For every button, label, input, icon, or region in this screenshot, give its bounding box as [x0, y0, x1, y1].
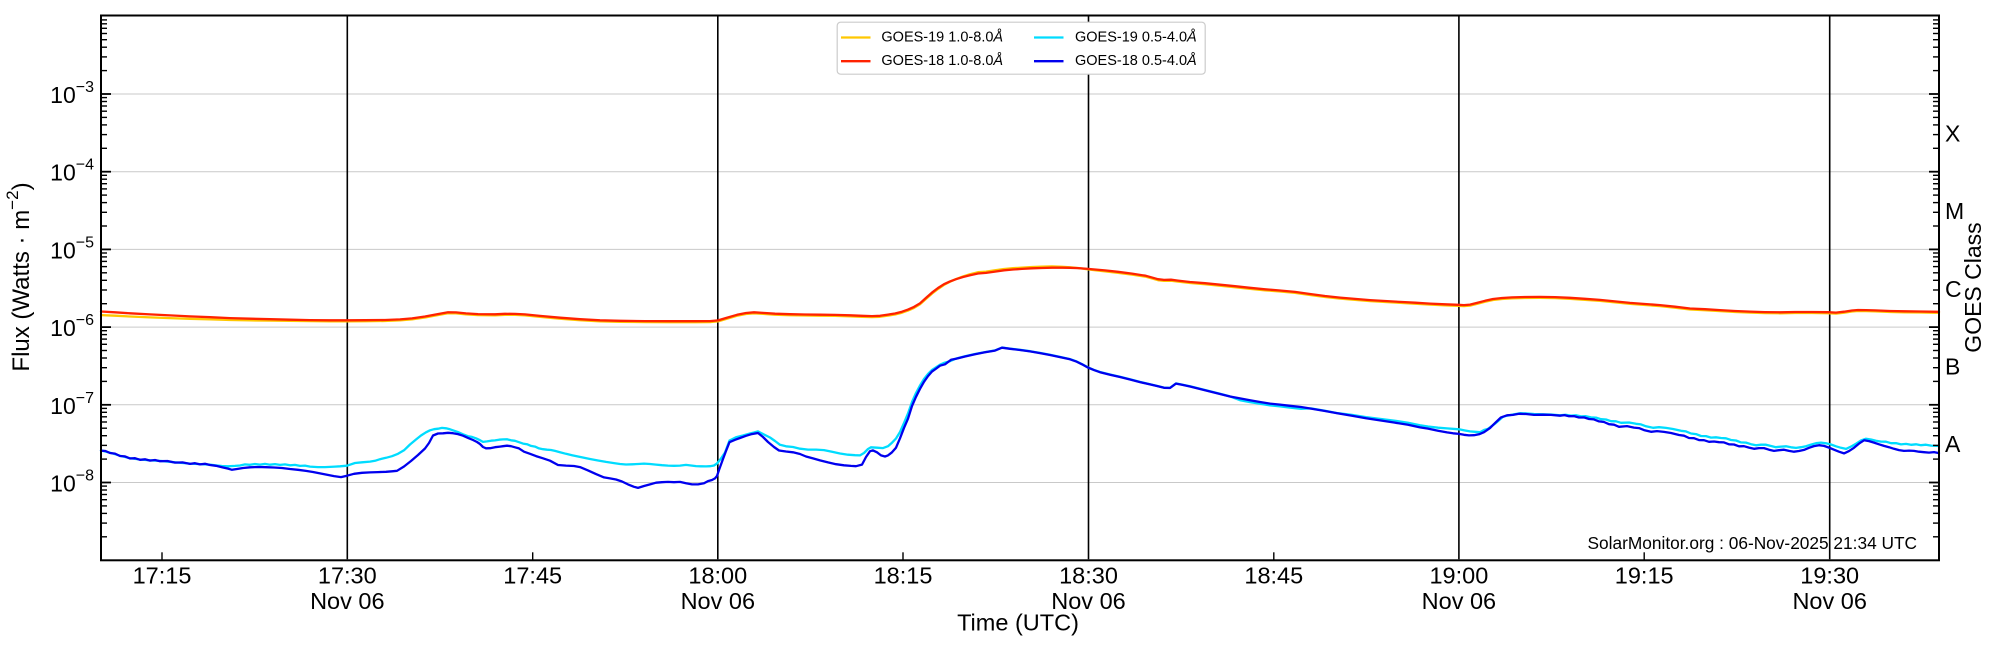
svg-text:C: C — [1945, 276, 1962, 302]
svg-text:19:30: 19:30 — [1800, 563, 1859, 589]
svg-text:Nov 06: Nov 06 — [1422, 588, 1496, 614]
svg-text:18:00: 18:00 — [688, 563, 747, 589]
svg-text:10−5: 10−5 — [50, 234, 94, 263]
svg-text:18:45: 18:45 — [1244, 563, 1303, 589]
svg-text:10−8: 10−8 — [50, 468, 94, 497]
svg-text:19:00: 19:00 — [1429, 563, 1488, 589]
svg-text:GOES-19 0.5-4.0Å: GOES-19 0.5-4.0Å — [1075, 29, 1197, 46]
svg-text:17:45: 17:45 — [503, 563, 562, 589]
svg-text:GOES Class: GOES Class — [1960, 222, 1986, 352]
svg-text:GOES-19 1.0-8.0Å: GOES-19 1.0-8.0Å — [881, 29, 1003, 46]
svg-text:GOES-18 0.5-4.0Å: GOES-18 0.5-4.0Å — [1075, 52, 1197, 69]
svg-text:10−3: 10−3 — [50, 79, 94, 108]
svg-text:GOES-18 1.0-8.0Å: GOES-18 1.0-8.0Å — [881, 52, 1003, 69]
svg-text:B: B — [1945, 353, 1960, 379]
svg-text:Nov 06: Nov 06 — [310, 588, 384, 614]
svg-text:Time (UTC): Time (UTC) — [957, 610, 1079, 636]
svg-text:Flux (Watts · m−2): Flux (Watts · m−2) — [3, 182, 35, 371]
svg-text:18:30: 18:30 — [1059, 563, 1118, 589]
svg-text:17:30: 17:30 — [318, 563, 377, 589]
svg-text:Nov 06: Nov 06 — [1051, 588, 1125, 614]
svg-text:X: X — [1945, 120, 1960, 146]
svg-text:18:15: 18:15 — [874, 563, 933, 589]
svg-text:10−6: 10−6 — [50, 312, 94, 341]
svg-text:A: A — [1945, 431, 1961, 457]
svg-text:M: M — [1945, 198, 1964, 224]
svg-text:10−4: 10−4 — [50, 157, 94, 186]
svg-text:17:15: 17:15 — [133, 563, 192, 589]
svg-text:SolarMonitor.org : 06-Nov-2025: SolarMonitor.org : 06-Nov-2025 21:34 UTC — [1588, 533, 1917, 553]
svg-text:Nov 06: Nov 06 — [681, 588, 755, 614]
svg-text:10−7: 10−7 — [50, 390, 94, 419]
svg-text:19:15: 19:15 — [1615, 563, 1674, 589]
svg-text:Nov 06: Nov 06 — [1792, 588, 1866, 614]
